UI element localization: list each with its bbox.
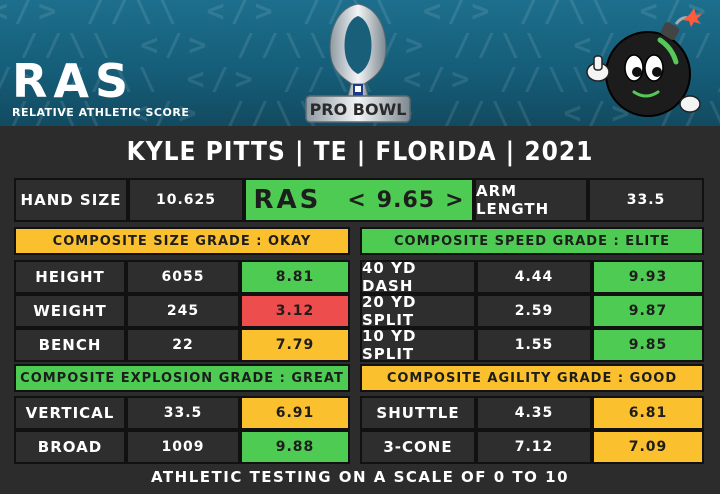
- chevron-left-icon: <: [347, 187, 367, 213]
- arm-length-label: ARM LENGTH: [474, 178, 588, 222]
- speed-row-label: 10 YD SPLIT: [360, 327, 476, 363]
- ras-score-box: RAS < 9.65 >: [244, 178, 474, 222]
- speed-row-value: 4.44: [476, 260, 592, 294]
- explosion-row-value: 33.5: [126, 396, 240, 430]
- speed-row-score: 9.85: [592, 328, 704, 362]
- size-row-value: 6055: [126, 260, 240, 294]
- ras-logo-text: RAS: [12, 54, 135, 108]
- ras-logo: RAS RELATIVE ATHLETIC SCORE: [12, 58, 189, 119]
- speed-row-label: 40 YD DASH: [360, 259, 476, 295]
- size-row-label: BENCH: [14, 328, 126, 362]
- agility-row-score: 7.09: [592, 430, 704, 464]
- ras-logo-subtitle: RELATIVE ATHLETIC SCORE: [12, 106, 190, 119]
- speed-row-value: 1.55: [476, 328, 592, 362]
- agility-row-value: 7.12: [476, 430, 592, 464]
- arm-length-value: 33.5: [588, 178, 704, 222]
- size-row-score: 7.79: [240, 328, 350, 362]
- ras-score-logo: RAS: [253, 185, 322, 215]
- speed-row-score: 9.93: [592, 260, 704, 294]
- footer-note: ATHLETIC TESTING ON A SCALE OF 0 TO 10: [150, 468, 570, 486]
- ras-score-value: 9.65: [376, 187, 436, 213]
- agility-grade-header: COMPOSITE AGILITY GRADE : GOOD: [360, 364, 704, 392]
- speed-row-label: 20 YD SPLIT: [360, 293, 476, 329]
- size-row-value: 22: [126, 328, 240, 362]
- agility-row-label: SHUTTLE: [360, 396, 476, 430]
- agility-row-value: 4.35: [476, 396, 592, 430]
- explosion-row-score: 9.88: [240, 430, 350, 464]
- player-title: KYLE PITTS | TE | FLORIDA | 2021: [126, 137, 594, 167]
- chevron-right-icon: >: [445, 187, 465, 213]
- hand-size-value: 10.625: [128, 178, 244, 222]
- size-row-label: HEIGHT: [14, 260, 126, 294]
- speed-row-score: 9.87: [592, 294, 704, 328]
- bomb-mascot-icon: [586, 8, 702, 117]
- speed-row-value: 2.59: [476, 294, 592, 328]
- agility-row-score: 6.81: [592, 396, 704, 430]
- explosion-grade-header: COMPOSITE EXPLOSION GRADE : GREAT: [14, 364, 350, 392]
- size-row-label: WEIGHT: [14, 294, 126, 328]
- explosion-row-label: VERTICAL: [14, 396, 126, 430]
- size-row-score: 8.81: [240, 260, 350, 294]
- explosion-row-label: BROAD: [14, 430, 126, 464]
- size-row-score: 3.12: [240, 294, 350, 328]
- pro-bowl-label: PRO BOWL: [310, 100, 407, 119]
- pro-bowl-trophy-icon: PRO BOWL: [305, 3, 411, 123]
- hand-size-label: HAND SIZE: [14, 178, 128, 222]
- explosion-row-score: 6.91: [240, 396, 350, 430]
- agility-row-label: 3-CONE: [360, 430, 476, 464]
- size-row-value: 245: [126, 294, 240, 328]
- speed-grade-header: COMPOSITE SPEED GRADE : ELITE: [360, 227, 704, 255]
- size-grade-header: COMPOSITE SIZE GRADE : OKAY: [14, 227, 350, 255]
- explosion-row-value: 1009: [126, 430, 240, 464]
